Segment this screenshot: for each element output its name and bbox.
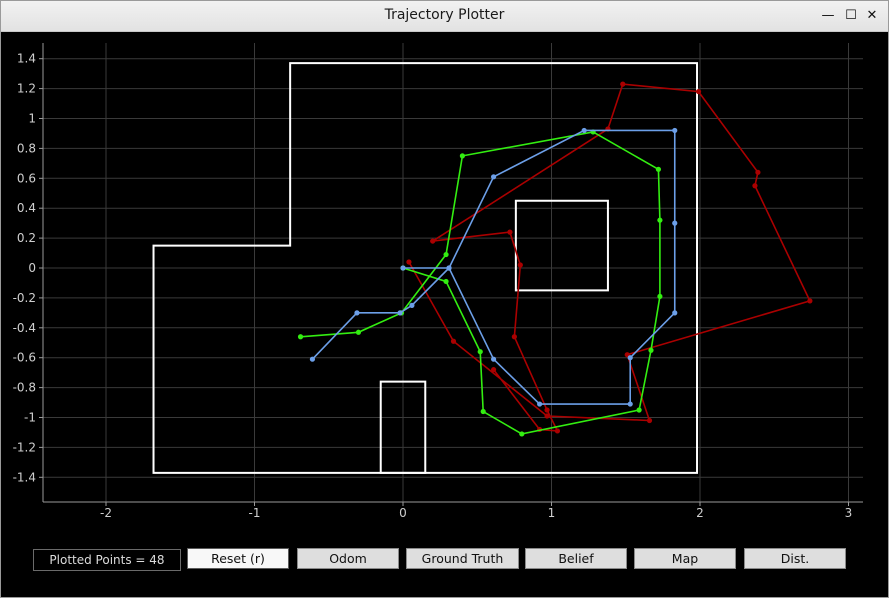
ground-truth-point [657,293,663,300]
map-wall-3 [379,380,427,474]
odom-point [695,88,702,95]
trajectory-plot[interactable]: -2 -1 0 1 2 3 -1.4 -1.2 -1 -0.8 -0.6 -0.4 -0.2 0 0.2 0.… [1,32,888,537]
odom-point [755,169,761,175]
y-tick-label: -1.2 [13,440,36,454]
x-tick-label: 1 [548,506,556,520]
y-tick-label: -1.4 [13,470,36,484]
ground-truth-trajectory-line [300,131,661,435]
ground-truth-point [355,329,362,335]
y-tick-label: 1.2 [17,82,36,96]
ground-truth-button[interactable]: Ground Truth [406,548,519,569]
x-tick-label: 0 [399,506,407,520]
map-button[interactable]: Map [634,548,736,569]
y-tick-label: 0 [28,261,36,275]
close-icon[interactable]: ✕ [866,8,878,23]
belief-point [309,356,316,362]
y-tick-label: 1 [28,112,36,126]
odom-button[interactable]: Odom [297,548,399,569]
belief-point [581,127,587,134]
ground-truth-point [480,408,486,415]
odom-point [430,238,436,244]
belief-button[interactable]: Belief [525,548,627,569]
odom-point [511,334,517,340]
belief-point [490,356,497,362]
ground-truth-point [443,278,449,285]
odom-point [620,81,626,87]
x-tick-label: 2 [696,506,704,520]
y-tick-label: -0.2 [13,291,36,305]
belief-point [627,401,633,407]
y-tick-label: -0.8 [13,381,36,395]
y-tick-label: 0.6 [17,171,36,185]
odom-point [406,259,412,265]
y-tick-label: -1 [24,411,36,425]
y-tick-label: -0.4 [13,321,36,335]
odom-point [752,183,758,189]
odom-point [517,262,523,268]
belief-point [672,310,678,316]
belief-point [537,401,543,407]
title-bar[interactable]: Trajectory Plotter — ☐ ✕ [1,1,888,32]
map-wall-2 [514,199,609,292]
belief-point [627,355,633,361]
dist-button[interactable]: Dist. [744,548,846,569]
odom-point [554,428,561,434]
odom-point [544,407,550,413]
belief-point [354,310,360,316]
odom-trajectory-line [408,83,812,432]
ground-truth-point [648,347,654,353]
x-tick-label: 3 [845,506,853,520]
ground-truth-point [459,153,465,159]
ground-truth-point [655,166,662,172]
ground-truth-point [297,334,304,340]
belief-point [446,265,452,271]
x-tick-label: -2 [100,506,112,520]
ground-truth-point [657,217,663,223]
y-tick-label: -0.6 [13,351,36,365]
ground-truth-point [443,251,449,258]
odom-point [544,413,550,419]
odom-point [490,367,497,373]
x-tick-label: -1 [249,506,261,520]
plotted-points-status: Plotted Points = 48 [33,549,181,571]
odom-point [507,229,513,235]
y-tick-label: 0.4 [17,201,36,215]
y-tick-label: 0.2 [17,231,36,245]
belief-point [672,220,678,226]
reset-button[interactable]: Reset (r) [187,548,289,569]
maximize-icon[interactable]: ☐ [845,8,857,23]
ground-truth-point [636,407,642,413]
belief-point [409,302,415,308]
odom-point [807,298,813,304]
odom-point [450,338,457,344]
odom-point [646,417,653,424]
ground-truth-point [477,349,483,355]
minimize-icon[interactable]: — [821,8,835,23]
y-tick-label: 1.4 [17,52,36,66]
belief-point [672,127,678,134]
map-wall-1 [152,62,699,474]
y-tick-label: 0.8 [17,141,36,155]
belief-point [490,174,497,180]
ground-truth-point [519,431,525,437]
belief-point [400,265,406,271]
belief-point [397,310,403,316]
belief-trajectory-line [311,129,676,405]
window-title: Trajectory Plotter [384,7,505,23]
